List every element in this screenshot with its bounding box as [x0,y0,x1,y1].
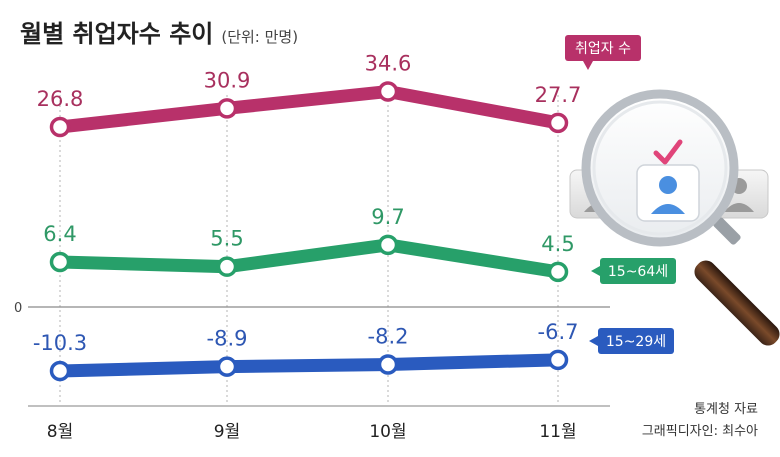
x-tick-label-3: 11월 [539,422,576,442]
series-line-2 [59,353,559,378]
data-label-1-2: 9.7 [371,205,404,229]
data-point-1-3 [547,261,569,283]
data-point-0-2 [377,81,399,102]
series-line-0 [59,84,560,134]
chart-title: 월별 취업자수 추이 (단위: 만명) [20,20,299,48]
data-point-1-2 [377,234,399,256]
data-label-0-1: 30.9 [204,68,251,92]
data-label-1-1: 5.5 [210,227,243,251]
data-label-1-3: 4.5 [541,232,574,256]
source-note: 통계청 자료 [694,402,758,417]
data-label-0-2: 34.6 [365,52,412,76]
series-line-1 [59,238,560,279]
data-label-2-0: -10.3 [33,331,87,355]
data-label-0-3: 27.7 [535,83,582,107]
x-tick-label-2: 10월 [369,422,406,442]
legend-tag-1: 15~64세 [591,258,676,284]
data-point-2-3 [547,349,569,371]
user-card-icon [636,164,700,222]
magnifier-decoration [569,89,780,346]
data-label-2-1: -8.9 [207,327,248,351]
data-label-2-2: -8.2 [368,324,409,348]
magnifier-icon [581,89,780,346]
data-label-0-0: 26.8 [37,87,84,111]
legend-tag-0: 취업자 수 [565,35,641,70]
data-label-2-3: -6.7 [538,320,579,344]
data-point-1-1 [216,256,238,277]
legend-label-1: 15~64세 [608,264,668,280]
zero-tick-label: 0 [14,301,22,316]
data-point-2-2 [377,354,399,375]
data-point-0-1 [216,98,238,119]
checkmark-icon [653,139,683,165]
unit-label: (단위: 만명) [221,28,299,46]
x-tick-label-0: 8월 [47,422,73,442]
design-credit: 그래픽디자인: 최수아 [641,424,758,439]
data-point-2-0 [49,360,71,382]
legend-label-2: 15~29세 [606,334,666,350]
data-point-2-1 [216,356,238,377]
data-label-1-0: 6.4 [43,222,76,246]
legend-label-0: 취업자 수 [575,41,631,57]
x-tick-label-1: 9월 [214,422,240,442]
data-point-0-3 [547,112,569,134]
data-point-0-0 [49,116,71,138]
data-point-1-0 [49,251,71,273]
legend-tag-2: 15~29세 [589,328,674,354]
